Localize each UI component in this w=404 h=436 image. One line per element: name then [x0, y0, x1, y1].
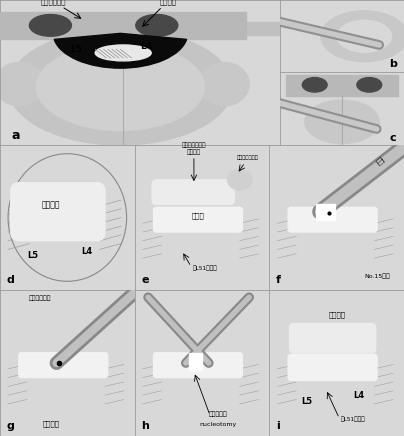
Text: e: e — [141, 275, 149, 285]
Ellipse shape — [199, 62, 249, 106]
Text: L5: L5 — [302, 397, 313, 406]
Text: i: i — [276, 421, 280, 431]
Ellipse shape — [227, 170, 252, 190]
Circle shape — [29, 14, 72, 36]
Bar — [316, 204, 335, 221]
Text: 髄核鉗子: 髄核鉗子 — [43, 421, 60, 427]
Text: L5: L5 — [70, 45, 82, 54]
Text: L4: L4 — [353, 391, 364, 400]
Text: a: a — [11, 129, 20, 142]
Circle shape — [36, 44, 204, 130]
Bar — [189, 353, 202, 370]
Text: g: g — [7, 421, 15, 431]
Text: 右L51神経根: 右L51神経根 — [192, 265, 217, 271]
Circle shape — [305, 100, 379, 143]
Circle shape — [136, 14, 178, 36]
Circle shape — [143, 160, 261, 287]
FancyBboxPatch shape — [19, 353, 108, 378]
FancyBboxPatch shape — [288, 208, 377, 232]
Bar — [0, 22, 6, 35]
Text: 脱出ヘルニア: 脱出ヘルニア — [29, 296, 52, 301]
Text: 黄色靭帯: 黄色靭帯 — [160, 0, 177, 5]
Text: L4: L4 — [81, 247, 92, 256]
Text: 椎弓切除範囲: 椎弓切除範囲 — [40, 0, 66, 5]
Bar — [286, 75, 398, 95]
Text: h: h — [141, 421, 149, 431]
Text: 硬膜囊: 硬膜囊 — [191, 212, 204, 219]
Circle shape — [143, 302, 261, 430]
Text: f: f — [276, 275, 281, 285]
Circle shape — [357, 78, 382, 92]
Ellipse shape — [0, 62, 45, 106]
Bar — [241, 22, 280, 35]
Text: d: d — [7, 275, 15, 285]
Circle shape — [8, 154, 126, 281]
Text: 黄色靭帯: 黄色靭帯 — [328, 311, 345, 318]
Wedge shape — [54, 33, 187, 68]
Text: b: b — [389, 59, 397, 69]
Circle shape — [337, 20, 391, 52]
Ellipse shape — [95, 45, 151, 61]
Text: nucleotomy: nucleotomy — [200, 422, 237, 427]
Text: No.15メス: No.15メス — [364, 274, 390, 279]
Text: 骨鑿: 骨鑿 — [375, 156, 385, 167]
FancyBboxPatch shape — [154, 353, 242, 378]
Text: c: c — [389, 133, 396, 143]
Circle shape — [302, 78, 327, 92]
Circle shape — [321, 11, 404, 61]
Bar — [0, 12, 246, 39]
FancyBboxPatch shape — [154, 208, 242, 232]
FancyBboxPatch shape — [152, 180, 234, 204]
Circle shape — [278, 160, 396, 287]
Text: 硬膜外脂肪組織: 硬膜外脂肪組織 — [237, 156, 259, 160]
Text: L5: L5 — [27, 251, 38, 260]
Circle shape — [278, 302, 396, 430]
Text: 骨鑿による: 骨鑿による — [209, 411, 227, 416]
Circle shape — [8, 29, 232, 145]
Text: 黄色靭帯: 黄色靭帯 — [42, 201, 61, 209]
Text: 右L51神経根: 右L51神経根 — [341, 417, 365, 422]
FancyBboxPatch shape — [290, 324, 376, 353]
Text: 吊り上げられた: 吊り上げられた — [182, 143, 206, 148]
FancyBboxPatch shape — [288, 354, 377, 381]
Text: 黄色靭帯: 黄色靭帯 — [187, 149, 201, 155]
FancyBboxPatch shape — [11, 183, 105, 241]
Text: L4: L4 — [140, 42, 152, 51]
Circle shape — [8, 302, 126, 430]
